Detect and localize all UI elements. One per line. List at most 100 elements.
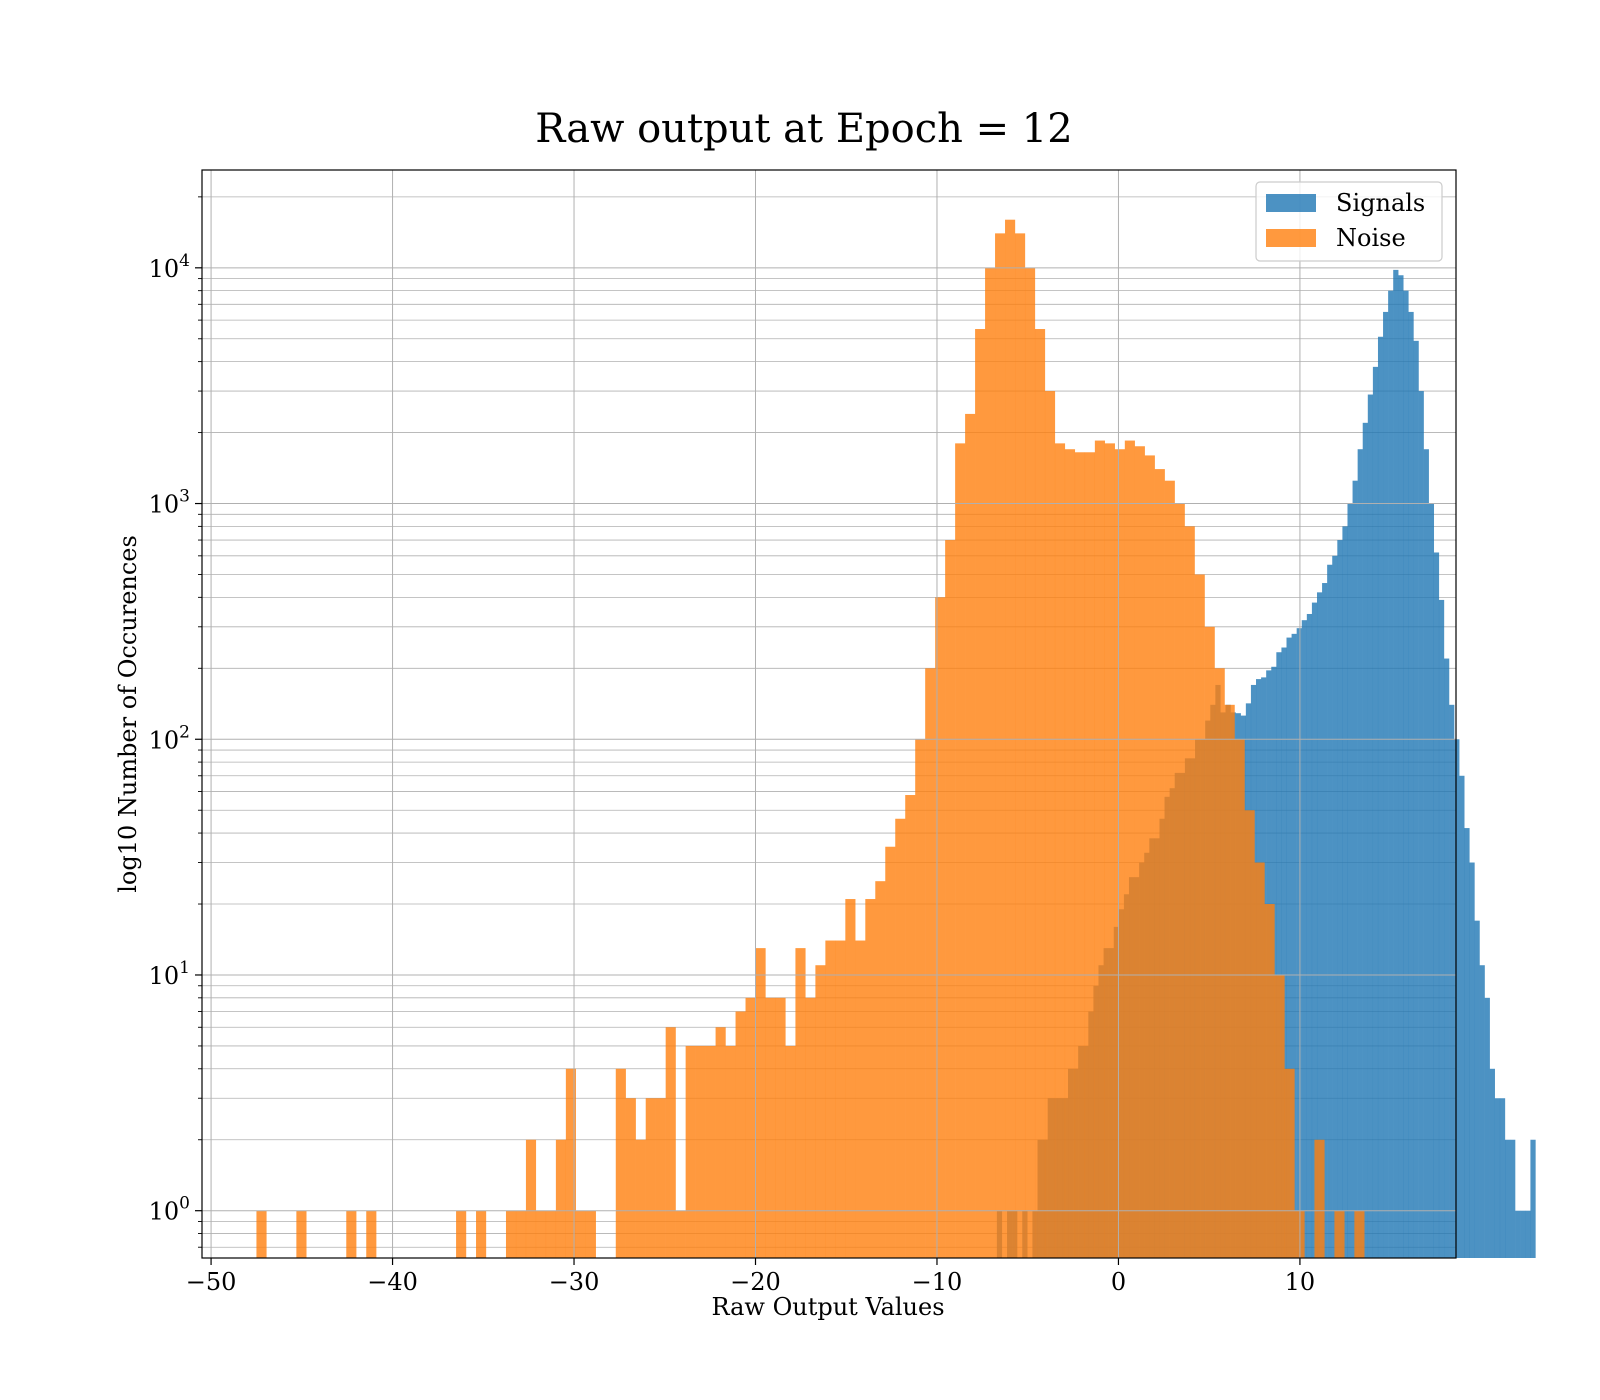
bar [1362, 422, 1368, 1258]
bar [1459, 775, 1465, 1258]
bar [1474, 920, 1480, 1258]
bar [1316, 592, 1323, 1258]
bar [585, 1210, 596, 1258]
bar [1291, 633, 1297, 1258]
bar [845, 899, 856, 1258]
bar [1438, 599, 1445, 1258]
bar [1449, 704, 1455, 1258]
bar [655, 1098, 666, 1258]
bar [555, 1139, 567, 1258]
bar [1084, 452, 1096, 1258]
bar [1094, 440, 1105, 1258]
bar [675, 1210, 686, 1258]
y-tick-label: 101 [149, 958, 190, 990]
bar [725, 1045, 736, 1258]
bar [715, 1027, 726, 1258]
bar [296, 1210, 307, 1258]
bar [1413, 340, 1419, 1259]
bar [1114, 449, 1125, 1259]
bar [1464, 828, 1470, 1258]
bar [1264, 904, 1275, 1258]
bar [1154, 469, 1165, 1259]
bar [1383, 311, 1389, 1258]
bar [1301, 620, 1307, 1258]
bar [885, 846, 896, 1258]
bar [1314, 1139, 1325, 1258]
bar [945, 540, 956, 1258]
histogram-bars [256, 219, 1536, 1259]
bar [1499, 1098, 1506, 1258]
bar [1377, 336, 1384, 1258]
bar [1194, 574, 1205, 1258]
bar [1393, 269, 1399, 1258]
bar [805, 997, 816, 1258]
bar [1530, 1139, 1536, 1258]
bar [1388, 290, 1394, 1258]
bar [1423, 449, 1429, 1259]
bar [476, 1210, 487, 1258]
x-tick-label: −30 [549, 1268, 600, 1296]
bar [1214, 668, 1225, 1258]
bar [705, 1045, 716, 1258]
bar [1354, 1210, 1365, 1258]
legend: Signals Noise [1255, 181, 1443, 262]
bar [1428, 503, 1435, 1258]
bar [1367, 394, 1374, 1258]
bar [1347, 503, 1353, 1258]
bar [545, 1210, 557, 1258]
y-tick-label: 103 [149, 487, 190, 519]
bar [645, 1098, 656, 1258]
x-tick-label: −10 [912, 1268, 963, 1296]
bar [1024, 267, 1036, 1258]
bar [1505, 1139, 1511, 1258]
bar [346, 1210, 357, 1258]
bar [1408, 311, 1414, 1258]
bar [1311, 602, 1318, 1258]
x-axis-label: Raw Output Values [711, 1293, 944, 1321]
bar [1469, 862, 1475, 1258]
bar [815, 965, 826, 1258]
bar [855, 940, 866, 1258]
bar [635, 1139, 646, 1258]
bar [1510, 1139, 1516, 1258]
bar [1398, 275, 1404, 1258]
bar [1284, 1068, 1295, 1258]
bar [1144, 455, 1155, 1258]
bar [1357, 449, 1363, 1259]
bar [865, 899, 876, 1258]
chart-title: Raw output at Epoch = 12 [535, 106, 1072, 152]
bar [795, 948, 806, 1258]
x-tick-label: 0 [1111, 1268, 1126, 1296]
bar [505, 1210, 517, 1258]
bar [565, 1068, 576, 1258]
bar [1244, 810, 1255, 1258]
bar [1489, 1068, 1495, 1258]
bar [1134, 446, 1145, 1258]
bar [915, 739, 926, 1258]
bar [1484, 997, 1490, 1258]
x-tick-label: −50 [186, 1268, 237, 1296]
bar [925, 668, 936, 1258]
bar [1334, 1210, 1345, 1258]
bar [765, 997, 776, 1258]
bar [1034, 329, 1046, 1258]
bar [1296, 628, 1302, 1258]
bar [1494, 1098, 1501, 1258]
bar [575, 1210, 586, 1258]
bar [1418, 391, 1424, 1258]
bar [825, 940, 836, 1258]
bar [875, 881, 886, 1258]
bar [1337, 540, 1343, 1258]
bar [935, 597, 946, 1258]
bar [1444, 658, 1450, 1258]
major-gridlines [202, 170, 1456, 1258]
bar [775, 997, 786, 1258]
bar [525, 1139, 537, 1258]
y-axis-ticks: 100 101 102 103 104 [149, 196, 202, 1248]
bar [1332, 555, 1338, 1258]
bar [985, 267, 996, 1258]
legend-label-signals: Signals [1336, 189, 1425, 217]
legend-swatch-noise [1266, 229, 1316, 247]
bar [835, 940, 846, 1258]
